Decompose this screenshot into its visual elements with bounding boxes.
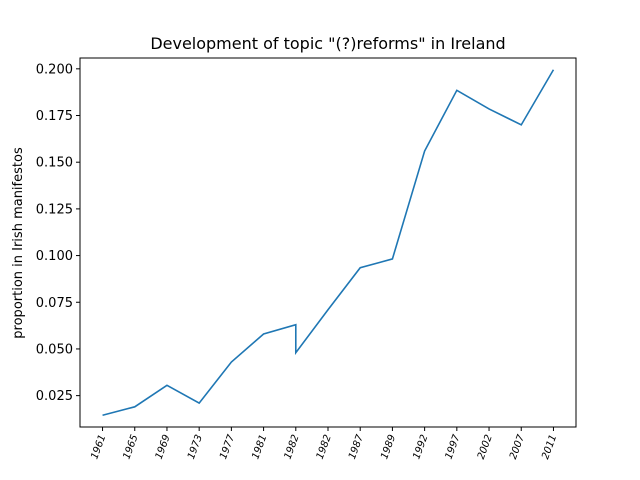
x-tick-label: 2007 <box>508 433 527 461</box>
y-ticks: 0.025 0.050 0.075 0.100 0.125 0.150 0.175 0.200 <box>36 62 80 404</box>
x-tick-label: 1973 <box>186 433 205 461</box>
x-tick-label: 1989 <box>379 433 398 461</box>
x-tick-label: 1997 <box>444 433 463 461</box>
x-tick-label: 1982 <box>315 433 334 461</box>
x-tick-label: 1982 <box>283 433 302 461</box>
x-tick-label: 2002 <box>476 433 495 461</box>
y-tick-label: 0.125 <box>36 202 73 217</box>
y-tick-label: 0.150 <box>36 156 73 171</box>
x-tick-label: 1977 <box>218 433 237 461</box>
y-tick-label: 0.050 <box>36 342 73 357</box>
x-tick-label: 1992 <box>411 433 430 461</box>
x-ticks: 1961 1965 1969 1973 1977 1981 1982 1982 1987 1989… <box>89 427 559 461</box>
x-tick-label: 1969 <box>154 433 173 461</box>
chart-title: Development of topic "(?)reforms" in Ire… <box>150 34 505 53</box>
y-tick-label: 0.175 <box>36 109 73 124</box>
y-tick-label: 0.025 <box>36 389 73 404</box>
series-group <box>102 69 555 417</box>
x-tick-label: 1961 <box>89 433 108 461</box>
x-tick-label: 1987 <box>347 433 366 461</box>
y-axis-label: proportion in Irish manifestos <box>11 147 26 339</box>
axes-frame <box>79 57 577 428</box>
x-tick-label: 2011 <box>540 433 559 461</box>
y-tick-label: 0.200 <box>36 62 73 77</box>
y-tick-label: 0.100 <box>36 249 73 264</box>
y-tick-label: 0.075 <box>36 296 73 311</box>
series-line <box>102 69 555 417</box>
x-tick-label: 1981 <box>250 433 269 461</box>
x-tick-label: 1965 <box>122 433 141 461</box>
